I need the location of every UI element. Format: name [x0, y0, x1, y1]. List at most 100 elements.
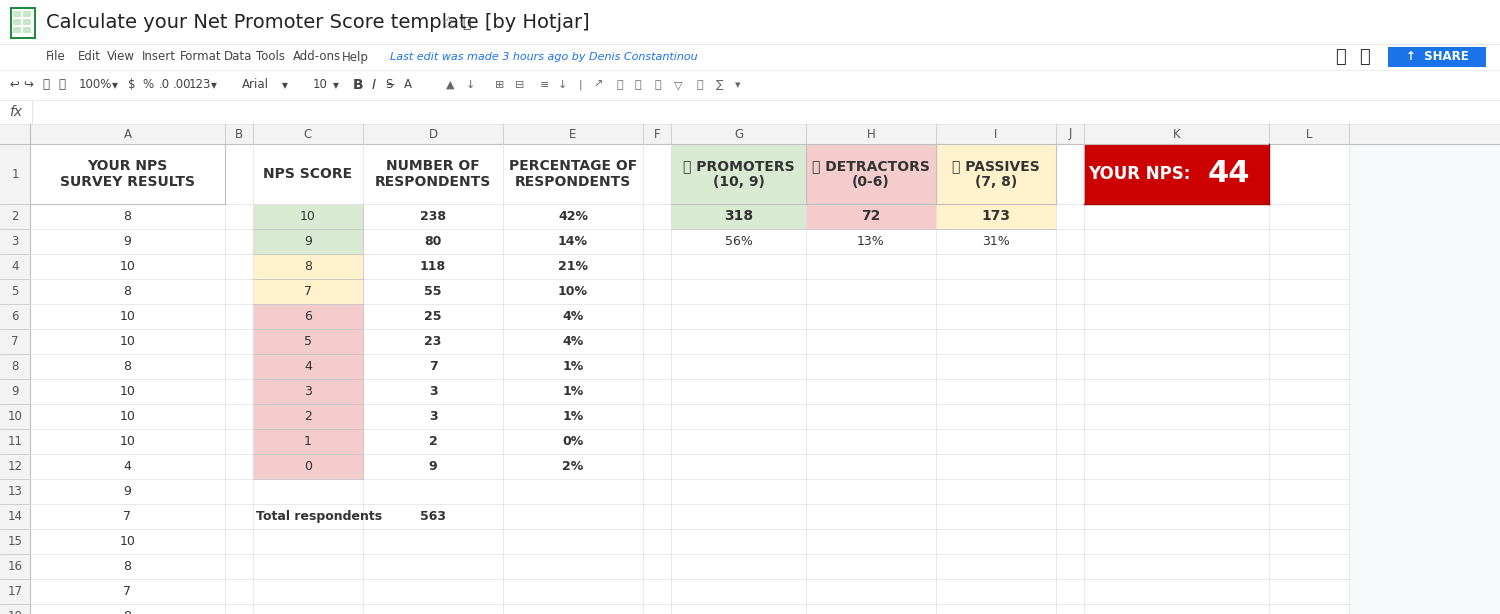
- Bar: [1056, 304, 1084, 329]
- Bar: [1269, 254, 1348, 279]
- Bar: [1056, 329, 1084, 354]
- Bar: [363, 144, 502, 204]
- Bar: [0, 100, 1500, 124]
- Bar: [644, 579, 670, 604]
- Bar: [806, 144, 936, 204]
- Text: Arial: Arial: [242, 79, 268, 91]
- Bar: [254, 354, 363, 379]
- Text: 0%: 0%: [562, 435, 584, 448]
- Bar: [225, 579, 254, 604]
- Bar: [0, 429, 30, 454]
- Bar: [13, 11, 21, 17]
- Bar: [254, 454, 363, 479]
- Bar: [0, 454, 30, 479]
- Bar: [254, 229, 363, 254]
- Bar: [936, 404, 1056, 429]
- Bar: [806, 454, 936, 479]
- Bar: [670, 504, 806, 529]
- Bar: [363, 354, 502, 379]
- Bar: [503, 404, 644, 429]
- Text: 72: 72: [861, 209, 880, 223]
- Text: D: D: [429, 128, 438, 141]
- Text: |: |: [578, 80, 582, 90]
- Bar: [806, 144, 936, 204]
- Bar: [936, 554, 1056, 579]
- Bar: [22, 27, 32, 33]
- Bar: [1084, 404, 1269, 429]
- Bar: [1269, 554, 1348, 579]
- Bar: [30, 479, 225, 504]
- Text: 👍 PROMOTERS
(10, 9): 👍 PROMOTERS (10, 9): [682, 159, 795, 189]
- Bar: [503, 279, 644, 304]
- Text: 2: 2: [429, 435, 438, 448]
- Text: 5: 5: [304, 335, 312, 348]
- Bar: [30, 354, 225, 379]
- Bar: [30, 404, 225, 429]
- Bar: [1084, 529, 1269, 554]
- Bar: [225, 204, 254, 229]
- Bar: [806, 529, 936, 554]
- Bar: [670, 144, 806, 204]
- Bar: [936, 329, 1056, 354]
- Bar: [670, 429, 806, 454]
- Text: ▲: ▲: [446, 80, 454, 90]
- Bar: [30, 604, 225, 614]
- Bar: [225, 604, 254, 614]
- Bar: [1269, 329, 1348, 354]
- Text: ⊞: ⊞: [495, 80, 504, 90]
- Text: 80: 80: [424, 235, 441, 248]
- Bar: [225, 279, 254, 304]
- Bar: [670, 204, 806, 229]
- Bar: [0, 0, 1500, 44]
- Bar: [254, 429, 363, 454]
- Bar: [30, 554, 225, 579]
- Bar: [503, 354, 644, 379]
- Bar: [1056, 429, 1084, 454]
- Bar: [1056, 204, 1084, 229]
- Bar: [30, 144, 225, 204]
- Text: 173: 173: [981, 209, 1011, 223]
- Text: 23: 23: [424, 335, 441, 348]
- Text: 10%: 10%: [558, 285, 588, 298]
- Bar: [1269, 604, 1348, 614]
- Text: ↓: ↓: [558, 80, 567, 90]
- Text: L: L: [1305, 128, 1312, 141]
- Bar: [644, 204, 670, 229]
- Text: NUMBER OF
RESPONDENTS: NUMBER OF RESPONDENTS: [375, 159, 490, 189]
- Text: B: B: [352, 78, 363, 92]
- Text: 10: 10: [120, 385, 135, 398]
- Bar: [1056, 279, 1084, 304]
- Bar: [0, 354, 30, 379]
- Bar: [806, 429, 936, 454]
- Text: ⊟: ⊟: [516, 80, 525, 90]
- Bar: [0, 44, 1500, 70]
- Bar: [363, 579, 502, 604]
- Text: 10: 10: [8, 410, 22, 423]
- Bar: [30, 429, 225, 454]
- Text: 📊: 📊: [654, 80, 662, 90]
- Text: 1%: 1%: [562, 360, 584, 373]
- Text: 1%: 1%: [562, 385, 584, 398]
- Text: 👎 DETRACTORS
(0-6): 👎 DETRACTORS (0-6): [812, 159, 930, 189]
- Text: PERCENTAGE OF
RESPONDENTS: PERCENTAGE OF RESPONDENTS: [509, 159, 638, 189]
- Bar: [670, 354, 806, 379]
- Text: 4: 4: [12, 260, 18, 273]
- Text: Data: Data: [224, 50, 252, 63]
- Bar: [30, 579, 225, 604]
- Bar: [1084, 204, 1269, 229]
- Text: 31%: 31%: [982, 235, 1010, 248]
- Bar: [670, 304, 806, 329]
- Bar: [225, 404, 254, 429]
- Bar: [254, 304, 363, 329]
- Bar: [1388, 47, 1486, 67]
- Bar: [1056, 504, 1084, 529]
- Bar: [644, 454, 670, 479]
- Bar: [254, 204, 363, 229]
- Bar: [644, 329, 670, 354]
- Bar: [936, 304, 1056, 329]
- Bar: [0, 379, 30, 404]
- Bar: [0, 504, 30, 529]
- Bar: [225, 504, 254, 529]
- Bar: [0, 329, 30, 354]
- Text: 15: 15: [8, 535, 22, 548]
